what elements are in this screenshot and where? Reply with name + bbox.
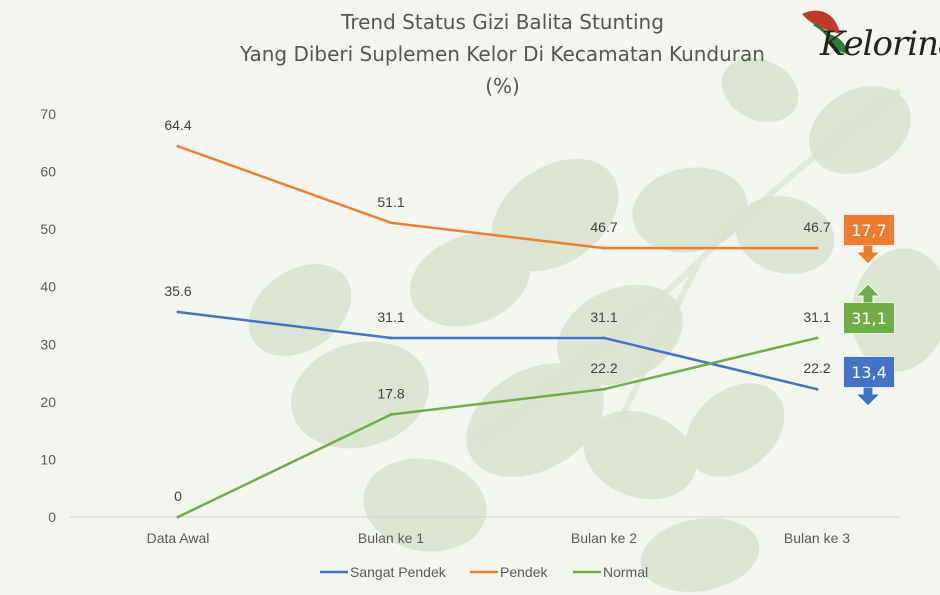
chart-title-line-2: Yang Diberi Suplemen Kelor Di Kecamatan … [240,42,765,66]
y-tick-label: 40 [40,279,56,295]
data-point-pendek [389,221,393,225]
y-tick-label: 50 [40,221,56,237]
legend-label: Pendek [500,564,548,580]
y-tick-label: 10 [40,451,56,467]
data-label-normal: 17.8 [377,386,404,402]
legend-label: Sangat Pendek [350,564,447,580]
data-label-normal: 22.2 [590,360,617,376]
data-point-pendek [602,246,606,250]
legend: Sangat Pendek Pendek Normal [320,564,648,580]
y-tick-label: 30 [40,336,56,352]
data-point-sangat-pendek [176,310,180,314]
data-point-normal [602,387,606,391]
data-label-pendek: 46.7 [590,219,617,235]
data-label-normal: 0 [174,488,182,504]
kelorina-leaf-icon [802,10,848,54]
x-axis: Data Awal Bulan ke 1 Bulan ke 2 Bulan ke 3 [147,530,851,546]
kelorina-logo: Kelorina [796,4,940,70]
change-badge: 13,4 [843,356,895,388]
data-point-normal [176,515,180,519]
series-line-sangat-pendek [177,310,818,391]
data-point-pendek [815,246,819,250]
chart-title-line-1: Trend Status Gizi Balita Stunting [341,10,664,34]
change-badge: 31,1 [843,302,895,334]
x-tick-label: Bulan ke 2 [571,530,637,546]
arrow-up-icon [855,283,881,303]
data-label-normal: 31.1 [803,309,830,325]
data-point-pendek [176,144,180,148]
change-badge: 17,7 [843,214,895,246]
data-label-sangat-pendek: 35.6 [164,283,191,299]
data-label-pendek: 64.4 [164,117,191,133]
series-line-pendek [177,145,817,250]
data-label-sangat-pendek: 31.1 [377,309,404,325]
y-tick-label: 70 [40,106,56,122]
arrow-down-icon [855,387,881,407]
series-group: 35.6 31.1 31.1 22.2 64.4 51.1 46.7 46.7 0 17.8 22.… [164,117,831,519]
y-tick-label: 60 [40,164,56,180]
data-point-sangat-pendek [815,387,819,391]
arrow-down-icon [855,245,881,265]
legend-label: Normal [603,564,648,580]
data-label-pendek: 46.7 [803,219,830,235]
data-label-pendek: 51.1 [377,194,404,210]
data-point-sangat-pendek [602,336,606,340]
kelorina-logo-text: Kelorina [820,24,940,64]
data-point-normal [815,336,819,340]
x-tick-label: Bulan ke 1 [358,530,424,546]
y-tick-label: 0 [48,509,56,525]
series-line-normal [177,336,818,519]
y-axis: 0 10 20 30 40 50 60 70 [40,106,56,525]
data-label-sangat-pendek: 31.1 [590,309,617,325]
x-tick-label: Data Awal [147,530,210,546]
chart-title-line-3: (%) [485,74,520,98]
x-tick-label: Bulan ke 3 [784,530,850,546]
data-point-sangat-pendek [389,336,393,340]
data-point-normal [389,413,393,417]
data-label-sangat-pendek: 22.2 [803,360,830,376]
y-tick-label: 20 [40,394,56,410]
